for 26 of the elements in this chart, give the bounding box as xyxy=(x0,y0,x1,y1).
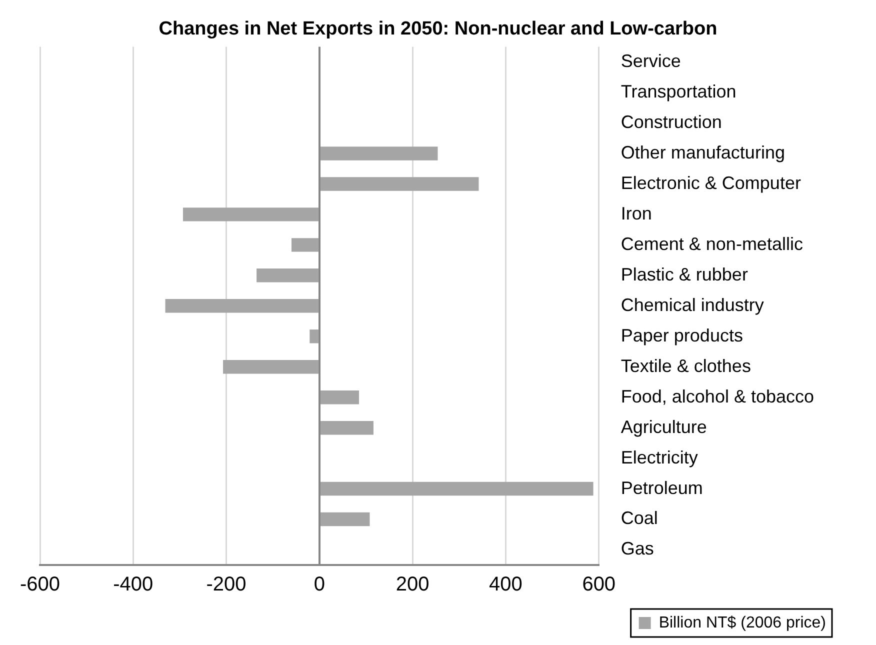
x-tick-label: -600 xyxy=(20,574,60,596)
y-tick-label: Petroleum xyxy=(620,478,703,498)
x-tick-label: -200 xyxy=(206,574,246,596)
y-tick-label: Plastic & rubber xyxy=(620,264,748,284)
y-tick-label: Agriculture xyxy=(620,416,707,437)
x-tick-label: 200 xyxy=(396,574,430,596)
y-tick-label: Chemical industry xyxy=(620,294,764,315)
x-tick-label: 400 xyxy=(489,574,522,596)
y-tick-label: Food, alcohol & tobacco xyxy=(620,386,814,406)
y-tick-label: Textile & clothes xyxy=(620,356,751,376)
y-tick-label: Paper products xyxy=(620,325,743,346)
y-tick-label: Electronic & Computer xyxy=(620,172,801,193)
y-tick-label: Coal xyxy=(620,508,658,528)
y-tick-label: Construction xyxy=(620,112,722,132)
y-tick-label: Gas xyxy=(620,538,654,559)
y-tick-label: Transportation xyxy=(620,81,736,102)
chart-title: Changes in Net Exports in 2050: Non-nuclear and Low-carbon xyxy=(158,18,718,40)
x-tick-label: 600 xyxy=(582,574,616,596)
y-tick-label: Electricity xyxy=(620,447,698,468)
y-tick-label: Iron xyxy=(620,203,652,224)
x-tick-label: 0 xyxy=(314,574,325,596)
y-tick-label: Cement & non-metallic xyxy=(620,234,803,254)
legend-label: Billion NT$ (2006 price) xyxy=(658,614,826,632)
y-tick-label: Service xyxy=(620,51,681,72)
y-tick-label: Other manufacturing xyxy=(620,142,785,162)
x-tick-label: -400 xyxy=(113,574,154,596)
